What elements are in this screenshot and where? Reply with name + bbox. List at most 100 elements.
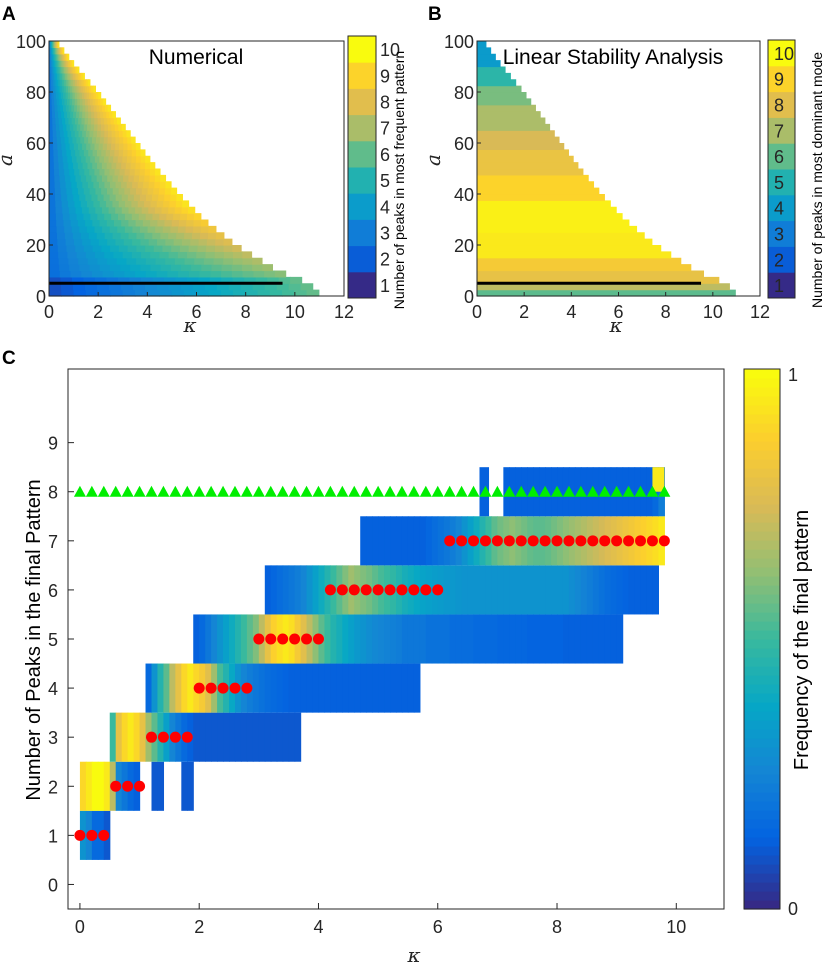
heatmap-cell — [110, 245, 120, 252]
heatmap-cell — [336, 663, 343, 713]
x-tick-label: 6 — [433, 917, 443, 937]
x-tick-label: 4 — [566, 302, 576, 322]
red-marker — [575, 535, 587, 547]
heatmap-cell — [69, 60, 71, 68]
green-marker — [109, 485, 122, 497]
heatmap-cell — [509, 565, 516, 615]
heatmap-cell — [85, 289, 99, 297]
y-tick-label: 5 — [48, 630, 58, 650]
heatmap-cell — [123, 149, 129, 157]
heatmap-cell — [300, 663, 308, 713]
heatmap-cell — [545, 565, 552, 615]
heatmap-cell — [86, 85, 90, 93]
heatmap-cell — [86, 79, 89, 87]
heatmap-cell — [140, 264, 152, 272]
red-marker — [324, 584, 336, 596]
heatmap-cell — [55, 194, 62, 201]
heatmap-cell — [58, 92, 62, 99]
red-marker — [432, 584, 444, 596]
green-marker — [574, 485, 587, 497]
x-tick-label: 8 — [552, 917, 562, 937]
heatmap-cell — [131, 251, 142, 259]
heatmap-cell — [598, 614, 606, 664]
heatmap-cell — [231, 264, 243, 272]
heatmap-cell — [223, 712, 230, 762]
heatmap-cell — [76, 66, 79, 74]
heatmap-cell — [79, 225, 88, 233]
heatmap-band — [477, 289, 736, 297]
heatmap-cell — [107, 104, 112, 112]
heatmap-cell — [67, 60, 70, 68]
heatmap-cell — [61, 98, 66, 106]
heatmap-cell — [61, 117, 66, 125]
heatmap-cell — [580, 614, 588, 664]
heatmap-cell — [52, 60, 55, 68]
heatmap-cell — [598, 565, 606, 615]
heatmap-cell — [133, 174, 140, 182]
heatmap-cell — [145, 213, 154, 221]
heatmap-cell — [49, 162, 55, 170]
colorbar-segment — [744, 540, 780, 550]
heatmap-cell — [539, 565, 546, 615]
heatmap-cell — [68, 104, 72, 112]
heatmap-cell — [171, 219, 180, 227]
heatmap-cell — [79, 98, 84, 106]
heatmap-cell — [515, 614, 522, 664]
x-tick-label: 4 — [313, 917, 323, 937]
heatmap-cell — [92, 149, 98, 157]
heatmap-cell — [214, 251, 225, 259]
heatmap-cell — [83, 245, 94, 252]
heatmap-cell — [49, 98, 53, 106]
heatmap-cell — [443, 565, 451, 615]
colorbar-tick-label: 10 — [774, 44, 794, 64]
heatmap-cell — [111, 162, 117, 170]
heatmap-cell — [90, 238, 100, 246]
heatmap-cell — [200, 232, 209, 240]
red-marker — [253, 633, 265, 645]
heatmap-cell — [61, 66, 64, 74]
heatmap-cell — [66, 53, 69, 61]
heatmap-cell — [131, 149, 137, 157]
heatmap-cell — [72, 85, 75, 93]
heatmap-cell — [119, 143, 125, 150]
heatmap-cell — [58, 111, 62, 119]
y-tick-label: 60 — [26, 134, 46, 154]
heatmap-cell — [103, 761, 111, 811]
heatmap-cell — [616, 565, 624, 615]
heatmap-cell — [390, 516, 397, 566]
heatmap-cell — [113, 219, 122, 227]
heatmap-cell — [384, 614, 391, 664]
heatmap-cell — [126, 155, 133, 163]
heatmap-cell — [123, 174, 130, 182]
heatmap-cell — [118, 149, 124, 157]
heatmap-cell — [51, 47, 53, 55]
colorbar-segment — [348, 193, 376, 220]
heatmap-cell — [51, 92, 55, 99]
heatmap-cell — [109, 168, 116, 176]
heatmap-cell — [151, 761, 159, 811]
y-tick-label: 0 — [36, 287, 46, 307]
panel-c-colorbar-label: Frequency of the final pattern — [791, 510, 813, 770]
heatmap-cell — [193, 614, 200, 664]
heatmap-cell — [59, 168, 65, 176]
x-tick-label: 8 — [661, 302, 671, 322]
heatmap-cell — [62, 155, 68, 163]
heatmap-cell — [437, 614, 445, 664]
heatmap-cell — [135, 143, 141, 150]
heatmap-cell — [203, 257, 215, 265]
heatmap-cell — [58, 47, 60, 55]
heatmap-cell — [98, 238, 108, 246]
heatmap-cell — [65, 79, 69, 87]
heatmap-cell — [61, 85, 65, 93]
heatmap-cell — [413, 614, 421, 664]
heatmap-cell — [199, 270, 211, 278]
heatmap-cell — [97, 123, 102, 131]
heatmap-cell — [65, 60, 68, 68]
x-tick-label: 12 — [334, 302, 354, 322]
heatmap-cell — [153, 187, 160, 195]
panel-letter-c: C — [2, 348, 16, 369]
heatmap-cell — [49, 289, 62, 297]
heatmap-cell — [300, 565, 308, 615]
heatmap-cell — [57, 149, 63, 157]
heatmap-cell — [99, 219, 108, 227]
